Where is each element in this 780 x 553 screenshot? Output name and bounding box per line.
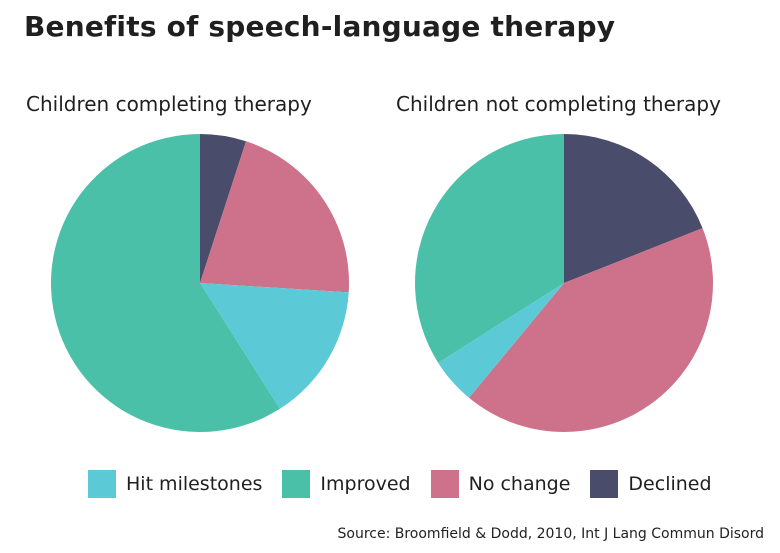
pie-slice-no-change [200,141,349,293]
pie-slice-improved [415,134,564,363]
left-pie-title: Children completing therapy [26,92,312,116]
pie-slice-declined [564,134,703,283]
pie-not-completing [415,134,713,432]
legend-swatch-declined [590,470,619,498]
legend-swatch-no-change [430,470,459,498]
legend-label-declined: Declined [628,473,712,495]
legend-swatch-hit-milestones [88,470,116,498]
source-note: Source: Broomfield & Dodd, 2010, Int J L… [337,526,765,542]
pie-slice-no-change [469,228,713,432]
pie-slice-declined [200,134,247,283]
pie-slice-improved [50,134,280,432]
chart-title: Benefits of speech-language therapy [24,10,616,43]
legend-item-no-change: No change [430,470,571,498]
legend-item-hit-milestones: Hit milestones [88,470,262,498]
right-pie-title: Children not completing therapy [396,92,721,116]
pie-slice-hit-milestones [438,283,564,398]
legend-swatch-improved [282,470,311,498]
legend-item-declined: Declined [590,470,712,498]
legend: Hit milestones Improved No change Declin… [88,470,732,498]
legend-item-improved: Improved [282,470,411,498]
legend-label-improved: Improved [320,473,411,495]
legend-label-hit-milestones: Hit milestones [126,473,263,495]
pie-completing [50,134,349,432]
pie-slice-hit-milestones [200,283,349,409]
legend-label-no-change: No change [468,473,571,495]
